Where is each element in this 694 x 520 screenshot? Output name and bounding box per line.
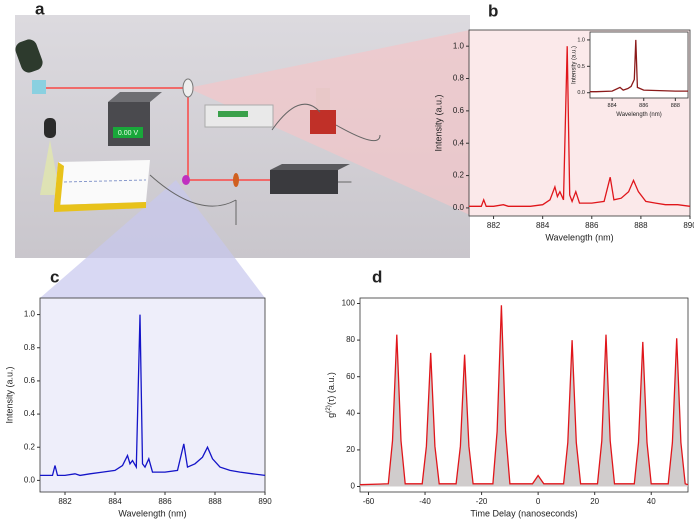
x-tick-label: -40 — [419, 497, 431, 506]
x-tick-label: 882 — [58, 497, 72, 506]
y-axis-label: g(2)(τ) (a.u.) — [325, 372, 336, 418]
x-tick-label: 20 — [590, 497, 599, 506]
cryostat — [310, 88, 336, 134]
spectrometer — [204, 104, 274, 128]
x-tick-label: 882 — [487, 221, 501, 230]
y-tick-label: 0.2 — [24, 442, 36, 451]
plot-area — [359, 297, 689, 493]
x-axis-label: Wavelength (nm) — [118, 508, 186, 518]
panel-label: c — [50, 267, 59, 286]
mirror — [182, 78, 194, 98]
x-tick-label: 886 — [158, 497, 172, 506]
y-tick-label: 80 — [346, 335, 355, 344]
y-axis-label-part: g — [326, 413, 336, 418]
schematic: 0.00 V a — [15, 0, 470, 298]
projection-c — [40, 180, 265, 298]
x-tick-label: 888 — [634, 221, 648, 230]
y-tick-label: 0.0 — [577, 90, 585, 96]
y-tick-label: 60 — [346, 372, 355, 381]
y-tick-label: 0.8 — [453, 74, 465, 83]
x-tick-label: 884 — [536, 221, 550, 230]
y-axis-label-part: (τ) (a.u.) — [326, 372, 336, 405]
y-tick-label: 1.0 — [453, 41, 465, 50]
sample-stage — [54, 160, 150, 212]
plot-area — [589, 31, 689, 99]
y-tick-label: 0.4 — [453, 138, 465, 147]
panel-label: a — [35, 0, 45, 18]
y-tick-label: 40 — [346, 408, 355, 417]
line — [40, 314, 266, 477]
y-axis-label: Intensity (a.u.) — [4, 366, 14, 423]
y-tick-label: 20 — [346, 445, 355, 454]
y-tick-label: 100 — [342, 299, 356, 308]
plot-area — [39, 297, 266, 493]
laser — [15, 39, 46, 94]
y-tick-label: 0.2 — [453, 171, 465, 180]
x-tick-label: 888 — [208, 497, 222, 506]
line — [359, 305, 689, 486]
x-tick-label: 890 — [683, 221, 694, 230]
x-axis-label: Wavelength (nm) — [545, 232, 613, 242]
line — [469, 46, 691, 207]
x-tick-label: 886 — [639, 103, 648, 109]
y-axis-label: Intensity (a.u.) — [433, 94, 443, 151]
x-tick-label: 0 — [536, 497, 541, 506]
cables — [149, 103, 381, 225]
x-tick-label: 40 — [647, 497, 656, 506]
coupler — [182, 175, 190, 185]
y-tick-label: 0.5 — [577, 64, 585, 70]
y-axis-label-part: (2) — [325, 405, 332, 413]
y-tick-label: 1.0 — [577, 37, 585, 43]
line — [590, 39, 688, 93]
x-tick-label: 888 — [671, 103, 680, 109]
x-tick-label: 886 — [585, 221, 599, 230]
x-tick-label: 890 — [258, 497, 272, 506]
panel-label: b — [488, 1, 498, 20]
y-tick-label: 0.0 — [24, 476, 36, 485]
charts: 882 884 886 888 890 0.0 0.2 0.4 0.6 0.8 1.0 Wavelen… — [4, 1, 694, 518]
x-axis-label: Wavelength (nm) — [616, 112, 661, 118]
y-tick-label: 0.4 — [24, 409, 36, 418]
objective — [44, 118, 56, 138]
y-tick-label: 1.0 — [24, 310, 36, 319]
x-tick-label: 884 — [108, 497, 122, 506]
y-tick-label: 0.6 — [24, 376, 36, 385]
y-tick-label: 0.6 — [453, 106, 465, 115]
y-tick-label: 0 — [351, 482, 356, 491]
x-tick-label: 884 — [608, 103, 617, 109]
voltage-source: 0.00 V — [108, 92, 162, 146]
y-tick-label: 0.0 — [453, 203, 465, 212]
voltage-display: 0.00 V — [118, 130, 139, 137]
x-tick-label: -20 — [476, 497, 488, 506]
y-tick-label: 0.8 — [24, 343, 36, 352]
panel-label: d — [372, 267, 382, 286]
x-tick-label: -60 — [363, 497, 375, 506]
x-axis-label: Time Delay (nanoseconds) — [470, 508, 577, 518]
filter — [233, 173, 239, 187]
beam-cone — [40, 140, 60, 195]
detector — [270, 164, 350, 194]
y-axis-label: Intensity (a.u.) — [572, 46, 578, 84]
